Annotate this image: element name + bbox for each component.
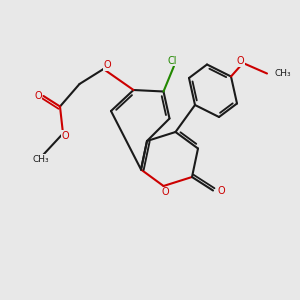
Text: CH₃: CH₃ xyxy=(274,69,291,78)
Text: Cl: Cl xyxy=(168,56,177,66)
Text: O: O xyxy=(61,131,69,141)
Text: CH₃: CH₃ xyxy=(32,154,49,164)
Text: O: O xyxy=(34,91,42,101)
Text: O: O xyxy=(237,56,244,67)
Text: O: O xyxy=(161,187,169,197)
Text: O: O xyxy=(103,60,111,70)
Text: O: O xyxy=(218,185,225,196)
